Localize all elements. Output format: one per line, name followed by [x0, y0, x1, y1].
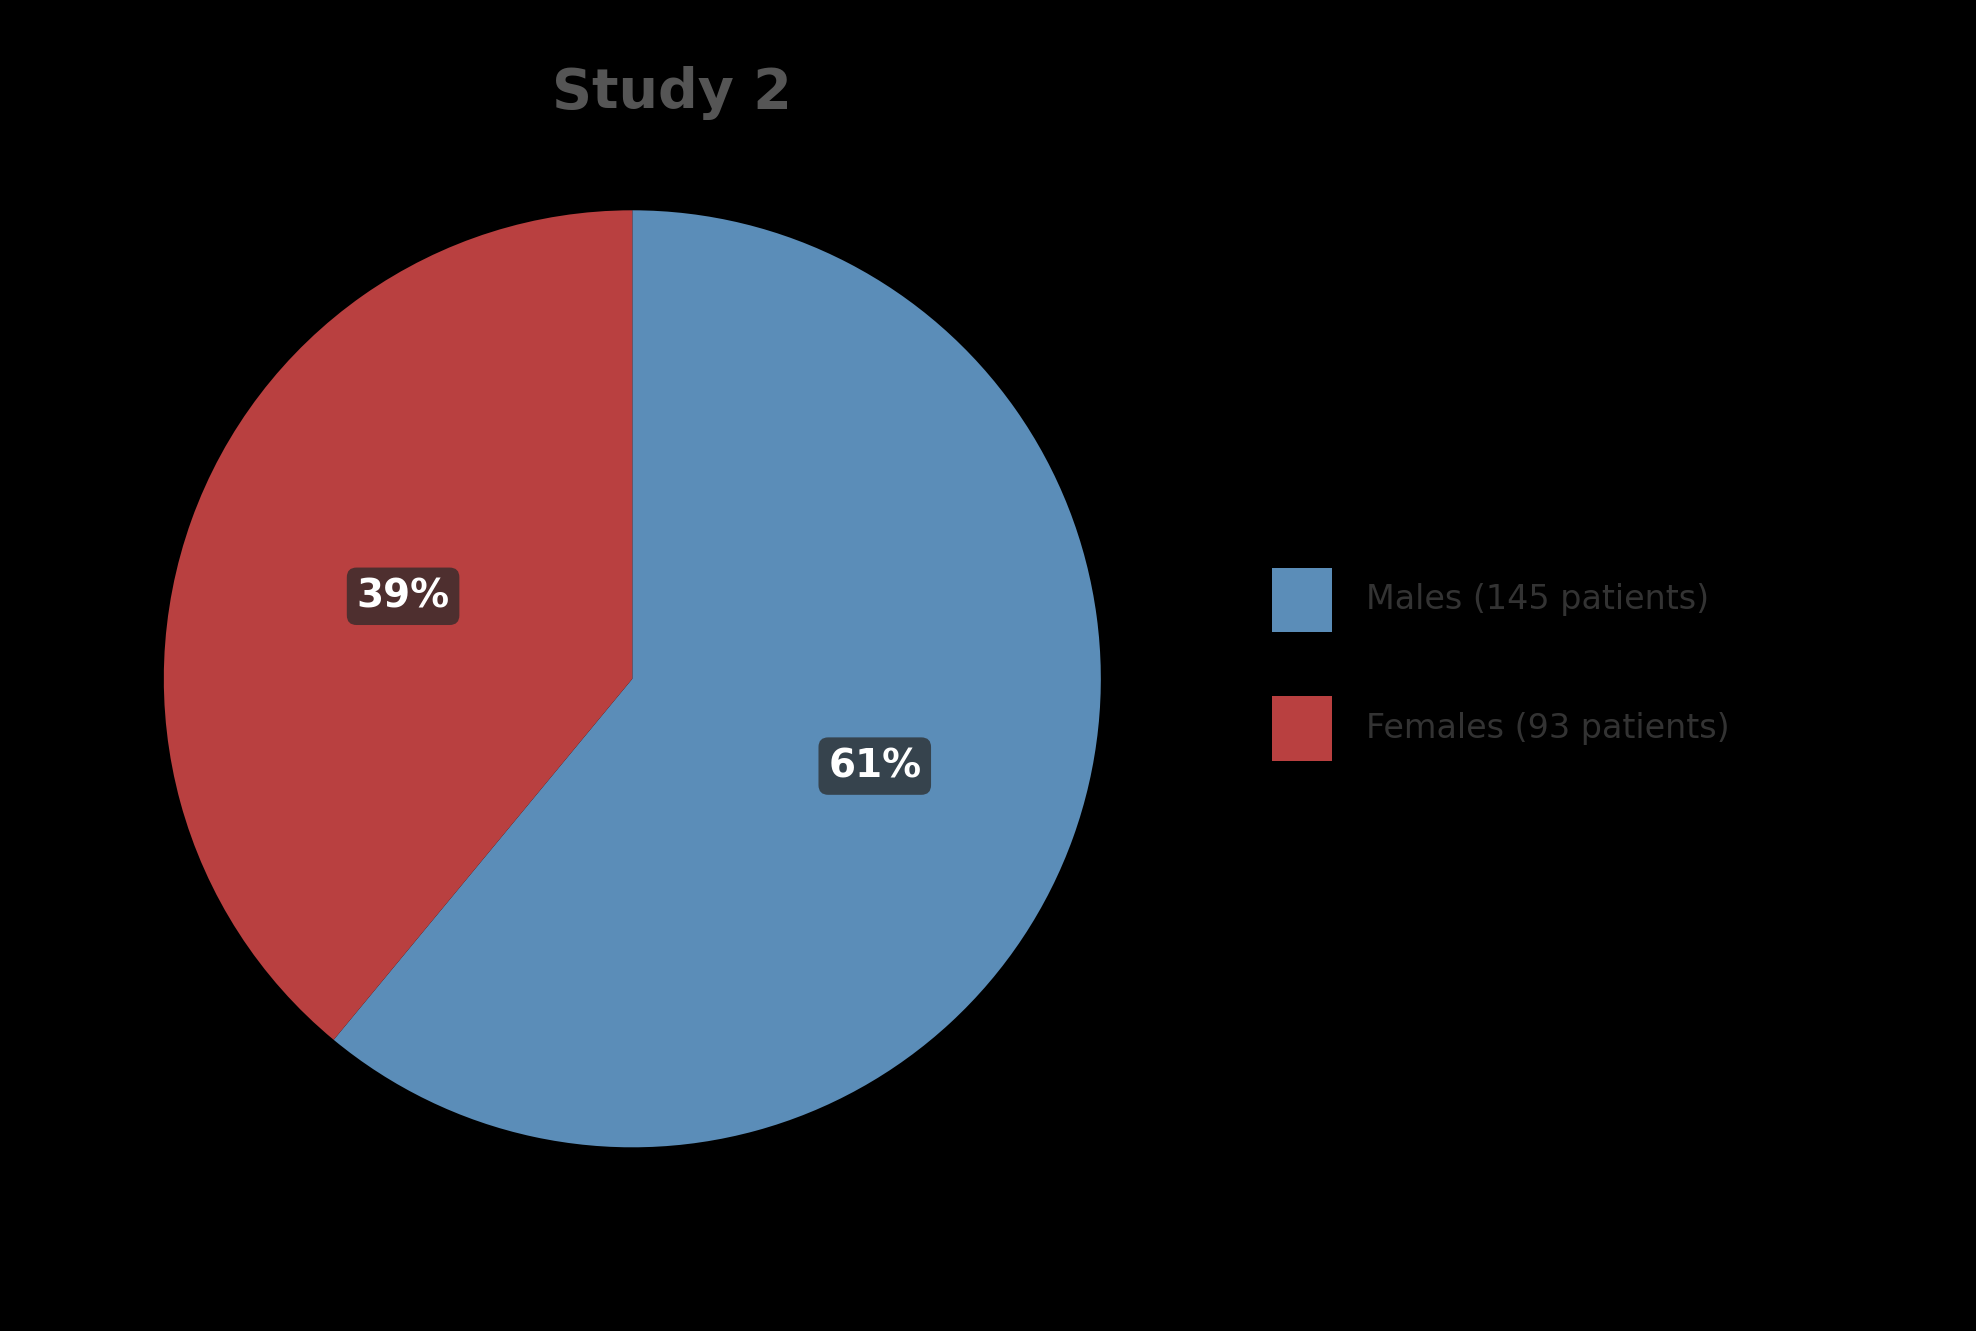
- Text: Males (145 patients): Males (145 patients): [1365, 583, 1709, 616]
- Wedge shape: [164, 210, 632, 1040]
- Text: Females (93 patients): Females (93 patients): [1365, 712, 1729, 745]
- Text: 61%: 61%: [828, 747, 921, 785]
- Bar: [1273, 567, 1332, 632]
- Wedge shape: [334, 210, 1101, 1147]
- Text: 39%: 39%: [356, 578, 451, 615]
- Text: Study 2: Study 2: [551, 67, 792, 120]
- Bar: [1273, 696, 1332, 761]
